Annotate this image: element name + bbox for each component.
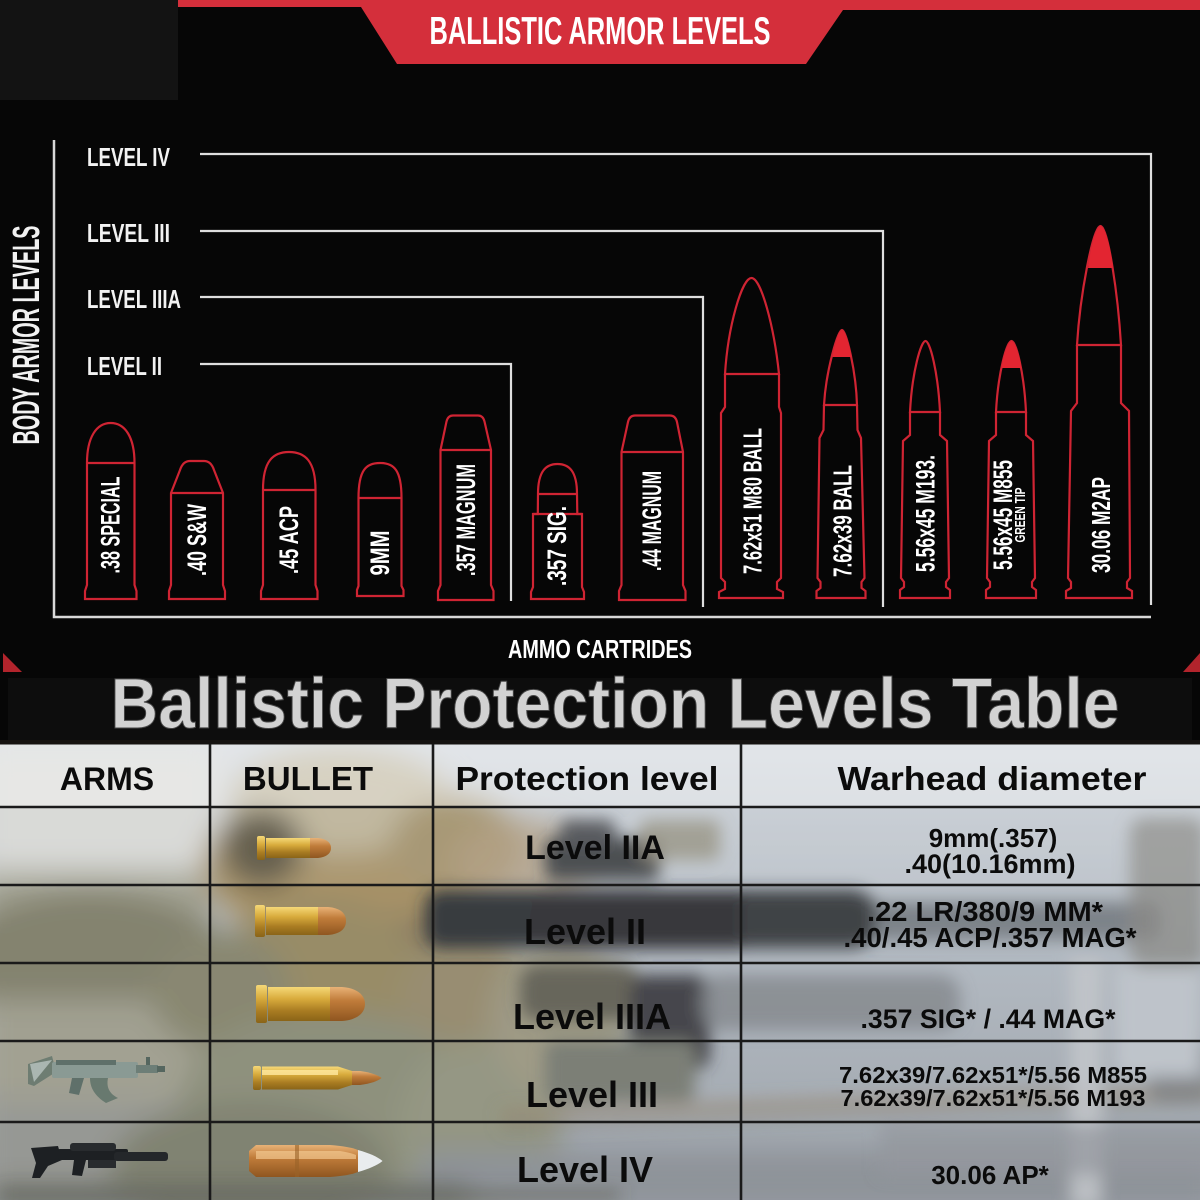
svg-text:LEVEL III: LEVEL III <box>87 218 170 248</box>
svg-text:5.56x45 M855: 5.56x45 M855 <box>988 460 1018 570</box>
svg-text:.38 SPECIAL: .38 SPECIAL <box>96 477 126 574</box>
svg-text:Level III: Level III <box>526 1074 658 1115</box>
svg-text:.44 MAGNUM: .44 MAGNUM <box>637 471 667 571</box>
svg-text:9MM: 9MM <box>365 531 395 576</box>
svg-text:LEVEL IV: LEVEL IV <box>87 142 170 172</box>
svg-text:BALLISTIC ARMOR LEVELS: BALLISTIC ARMOR LEVELS <box>430 10 771 53</box>
svg-text:LEVEL II: LEVEL II <box>87 351 162 381</box>
svg-text:.22 LR/380/9 MM*: .22 LR/380/9 MM* <box>867 896 1103 927</box>
svg-text:BODY ARMOR LEVELS: BODY ARMOR LEVELS <box>6 226 48 445</box>
svg-text:7.62x39/7.62x51*/5.56 M193: 7.62x39/7.62x51*/5.56 M193 <box>841 1085 1146 1111</box>
svg-text:GREEN TIP: GREEN TIP <box>1012 488 1029 543</box>
svg-text:.40/.45 ACP/.357 MAG*: .40/.45 ACP/.357 MAG* <box>844 922 1137 953</box>
svg-text:Level IIIA: Level IIIA <box>513 996 671 1037</box>
svg-text:30.06 M2AP: 30.06 M2AP <box>1086 477 1116 573</box>
svg-text:7.62x51 M80 BALL: 7.62x51 M80 BALL <box>738 428 768 574</box>
svg-text:Level II: Level II <box>524 911 646 952</box>
svg-text:.357 SIG* / .44 MAG*: .357 SIG* / .44 MAG* <box>861 1004 1116 1034</box>
svg-text:Protection level: Protection level <box>456 760 719 797</box>
svg-text:7.62x39 BALL: 7.62x39 BALL <box>828 465 858 577</box>
svg-text:BULLET: BULLET <box>243 760 373 797</box>
svg-text:Level IIA: Level IIA <box>525 829 665 867</box>
svg-text:LEVEL IIIA: LEVEL IIIA <box>87 284 181 314</box>
svg-text:Ballistic Protection Levels Ta: Ballistic Protection Levels Table <box>111 665 1120 744</box>
svg-text:AMMO CARTRIDES: AMMO CARTRIDES <box>508 634 692 664</box>
svg-text:Warhead diameter: Warhead diameter <box>838 760 1147 797</box>
svg-text:.45 ACP: .45 ACP <box>274 506 304 574</box>
svg-text:5.56x45 M193.: 5.56x45 M193. <box>911 455 941 572</box>
svg-text:.40(10.16mm): .40(10.16mm) <box>904 849 1075 879</box>
svg-text:30.06 AP*: 30.06 AP* <box>931 1160 1049 1190</box>
svg-text:.357 MAGNUM: .357 MAGNUM <box>451 464 481 576</box>
svg-text:7.62x39/7.62x51*/5.56 M855: 7.62x39/7.62x51*/5.56 M855 <box>839 1062 1147 1088</box>
svg-text:.357 SIG.: .357 SIG. <box>542 506 572 586</box>
svg-text:.40 S&W: .40 S&W <box>182 504 212 576</box>
svg-text:9mm(.357): 9mm(.357) <box>929 823 1058 853</box>
svg-text:ARMS: ARMS <box>60 761 154 797</box>
svg-text:Level IV: Level IV <box>517 1149 653 1190</box>
